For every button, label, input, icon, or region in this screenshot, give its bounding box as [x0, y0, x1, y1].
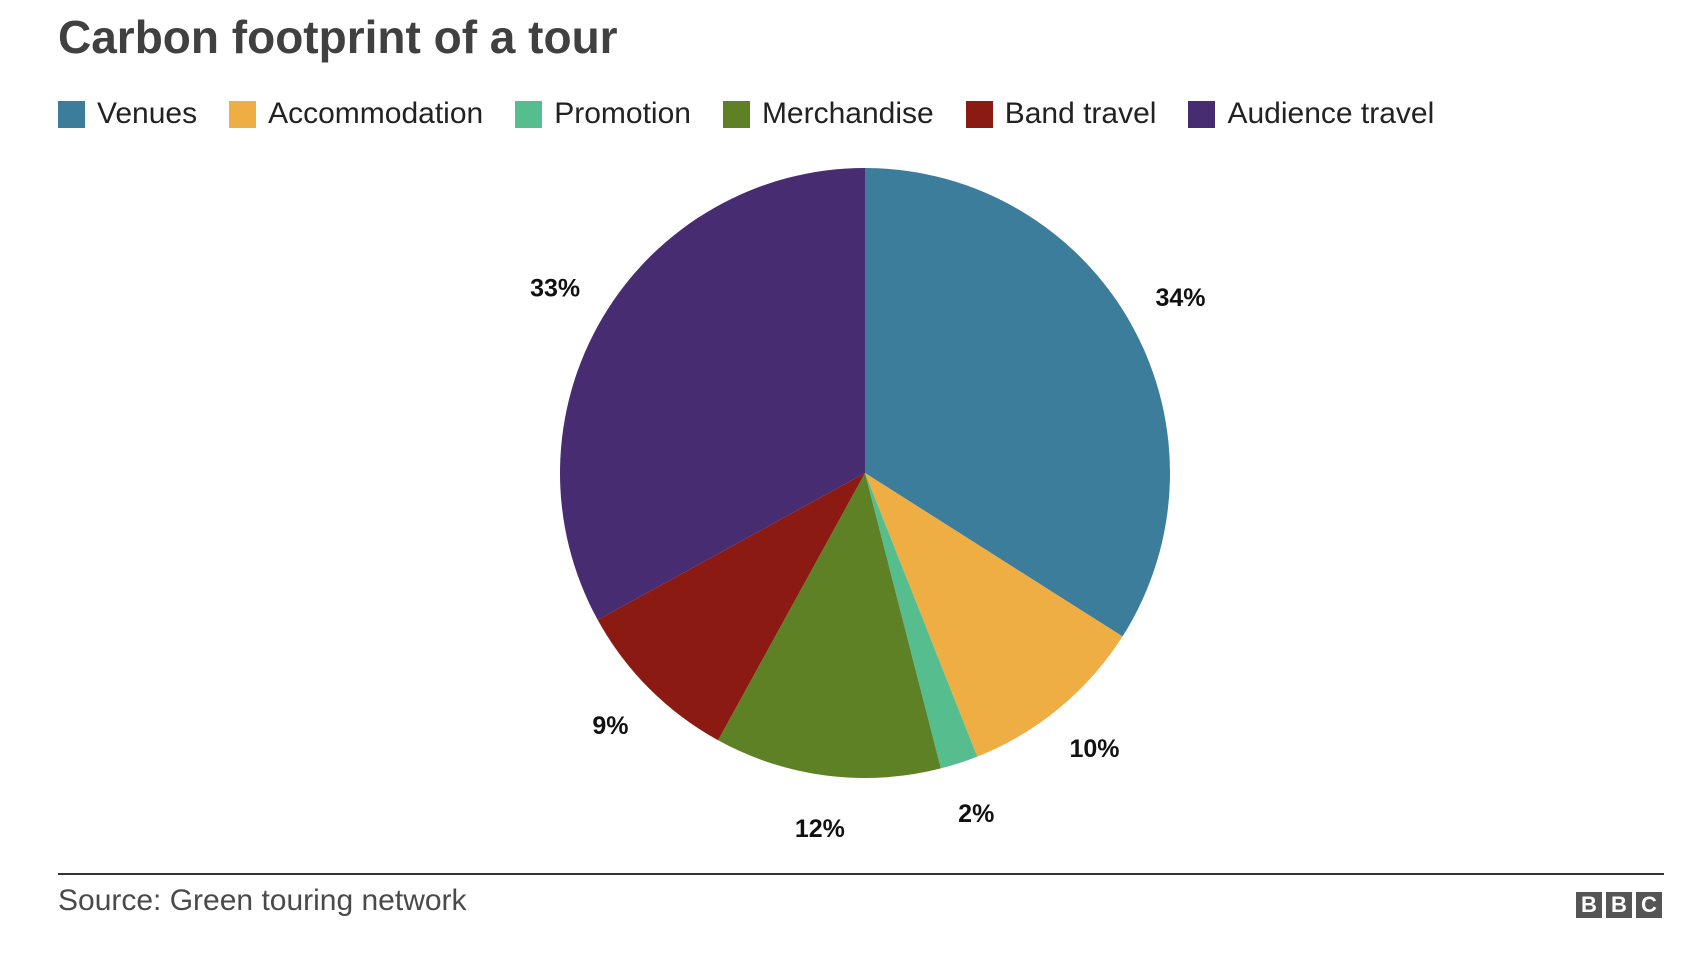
legend-swatch	[965, 100, 993, 128]
slice-label: 12%	[795, 815, 845, 843]
legend-label: Venues	[97, 97, 198, 130]
slice-label: 33%	[530, 274, 580, 302]
legend-label: Merchandise	[761, 97, 934, 130]
legend-item-promotion: Promotion	[515, 97, 691, 131]
chart-title: Carbon footprint of a tour	[58, 11, 618, 63]
pie-slice-accommodation	[865, 473, 1123, 757]
legend-item-merchandise: Merchandise	[722, 97, 934, 131]
legend-swatch	[515, 100, 543, 128]
pie-slice-band-travel	[597, 473, 865, 741]
pie-chart: 34% 10% 2% 12% 9% 33%	[530, 168, 1205, 843]
legend-label: Audience travel	[1227, 97, 1435, 130]
bbc-logo: B B C	[1572, 892, 1662, 918]
legend-label: Accommodation	[268, 97, 484, 130]
pie-slice-venues	[865, 168, 1170, 637]
source-note: Source: Green touring network	[58, 884, 467, 917]
legend-item-accommodation: Accommodation	[229, 97, 483, 131]
pie-slice-promotion	[865, 473, 978, 769]
legend-swatch	[1188, 100, 1216, 128]
slice-label: 2%	[958, 800, 994, 828]
legend-item-venues: Venues	[58, 97, 197, 131]
legend-label: Band travel	[1004, 97, 1157, 130]
pie-slice-audience-travel	[559, 168, 865, 620]
legend-item-band-travel: Band travel	[965, 97, 1157, 131]
pie-slice-merchandise	[718, 473, 941, 779]
bbc-logo-letter: B	[1576, 892, 1602, 918]
slice-label: 34%	[1155, 284, 1205, 312]
bbc-logo-letter: B	[1606, 892, 1632, 918]
legend-swatch	[58, 100, 85, 128]
legend-swatch	[722, 100, 750, 128]
footer-divider	[58, 873, 1664, 875]
legend-swatch	[229, 100, 257, 128]
legend-item-audience-travel: Audience travel	[1188, 97, 1434, 131]
slice-label: 9%	[592, 712, 628, 740]
legend-label: Promotion	[554, 97, 691, 130]
slice-label: 10%	[1069, 735, 1119, 763]
bbc-logo-letter: C	[1636, 892, 1662, 918]
legend: Venues Accommodation Promotion Merchandise B…	[58, 96, 1466, 132]
